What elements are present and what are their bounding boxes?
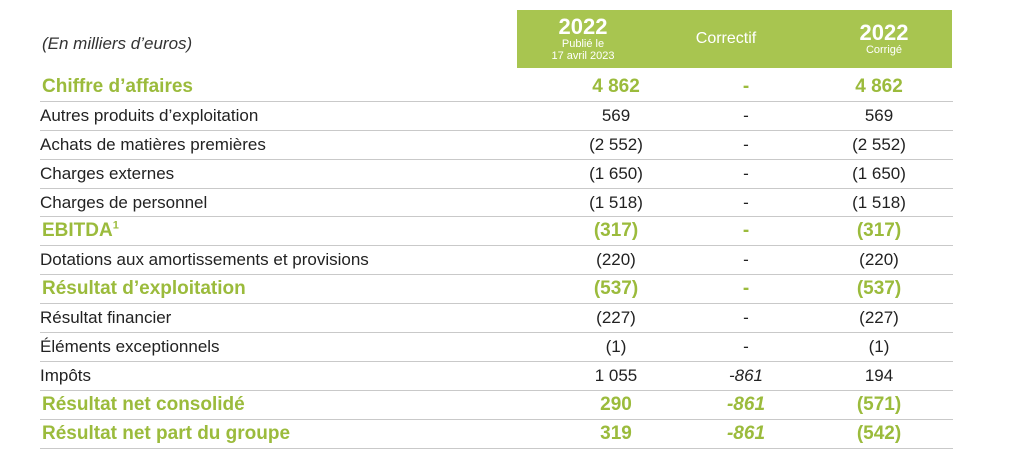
table-row: Chiffre d’affaires 4 862 - 4 862 [40,73,953,102]
income-statement-table: Chiffre d’affaires 4 862 - 4 862 Autres … [40,73,953,449]
header-col-correction: Correctif [660,10,792,68]
table-row: Autres produits d’exploitation 569 - 569 [40,102,953,131]
header-col-corrected: 2022 Corrigé [818,10,950,68]
value-corrected: (317) [856,220,902,242]
value-correction: - [743,250,749,270]
row-label: Résultat net consolidé [42,393,245,415]
value-corrected: (1) [868,337,890,357]
value-correction: - [742,278,750,300]
value-corrected: (1 650) [852,163,906,183]
value-published: (1) [605,337,627,357]
value-correction: - [743,105,749,125]
value-correction: - [743,163,749,183]
value-corrected: (571) [856,393,902,415]
value-published: 290 [600,393,632,415]
value-correction: -861 [726,393,766,415]
header-col-published-sub1: Publié le [561,38,605,50]
row-label: Éléments exceptionnels [40,337,220,357]
table-row: EBITDA1 (317) - (317) [40,217,953,247]
table-row: Charges de personnel (1 518) - (1 518) [40,189,953,218]
value-published: (227) [596,308,636,328]
value-correction: - [743,134,749,154]
value-correction: - [742,76,750,97]
row-label: Chiffre d’affaires [42,76,193,97]
value-published: (537) [593,278,639,300]
row-label: Autres produits d’exploitation [40,105,259,125]
value-published: 4 862 [592,76,640,97]
header-col-published: 2022 Publié le 17 avril 2023 [517,10,649,68]
table-row: Dotations aux amortissements et provisio… [40,246,953,276]
table-row: Résultat d’exploitation (537) - (537) [40,275,953,305]
table-row: Impôts 1 055 -861 194 [40,362,953,391]
value-published: (220) [596,250,636,270]
value-corrected: (1 518) [852,192,906,212]
value-correction: - [742,220,750,242]
value-published: 1 055 [594,365,638,385]
row-label: Résultat net part du groupe [42,422,291,444]
row-label: Dotations aux amortissements et provisio… [40,250,369,270]
value-correction: - [743,192,749,212]
header-col-corrected-year: 2022 [859,20,909,45]
table-row: Résultat net consolidé 290 -861 (571) [40,391,953,420]
table-row: Résultat net part du groupe 319 -861 (54… [40,420,953,449]
table-row: Charges externes (1 650) - (1 650) [40,160,953,189]
row-label: Résultat financier [40,308,172,328]
value-correction: - [743,308,749,328]
row-label: Résultat d’exploitation [42,278,246,300]
value-published: (1 650) [589,163,643,183]
value-corrected: 194 [864,365,894,385]
value-corrected: 4 862 [855,76,903,97]
value-published: 569 [601,105,631,125]
row-label: EBITDA1 [42,217,119,245]
row-label: Charges de personnel [40,192,208,212]
row-label: Achats de matières premières [40,134,266,154]
value-corrected: (227) [859,308,899,328]
header-col-published-year: 2022 [558,14,608,39]
value-corrected: (537) [856,278,902,300]
table-row: Achats de matières premières (2 552) - (… [40,131,953,160]
table-header-label: (En milliers d’euros) [42,34,193,53]
value-corrected: (542) [856,422,902,444]
table-row: Résultat financier (227) - (227) [40,304,953,334]
header-col-published-sub2: 17 avril 2023 [551,50,615,62]
footnote-marker: 1 [112,220,119,233]
header-col-correction-label: Correctif [695,30,757,47]
value-published: (1 518) [589,192,643,212]
row-label: Charges externes [40,163,175,183]
value-corrected: 569 [864,105,894,125]
table-row: Éléments exceptionnels (1) - (1) [40,333,953,362]
value-published: (317) [593,220,639,242]
value-correction: - [743,337,749,357]
value-published: 319 [600,422,632,444]
row-label-text: EBITDA [42,220,113,242]
header-band [517,10,952,68]
header-col-corrected-sub: Corrigé [865,44,903,56]
value-corrected: (2 552) [852,134,906,154]
value-published: (2 552) [589,134,643,154]
value-correction: -861 [728,365,764,385]
row-label: Impôts [40,365,92,385]
value-corrected: (220) [859,250,899,270]
value-correction: -861 [726,422,766,444]
